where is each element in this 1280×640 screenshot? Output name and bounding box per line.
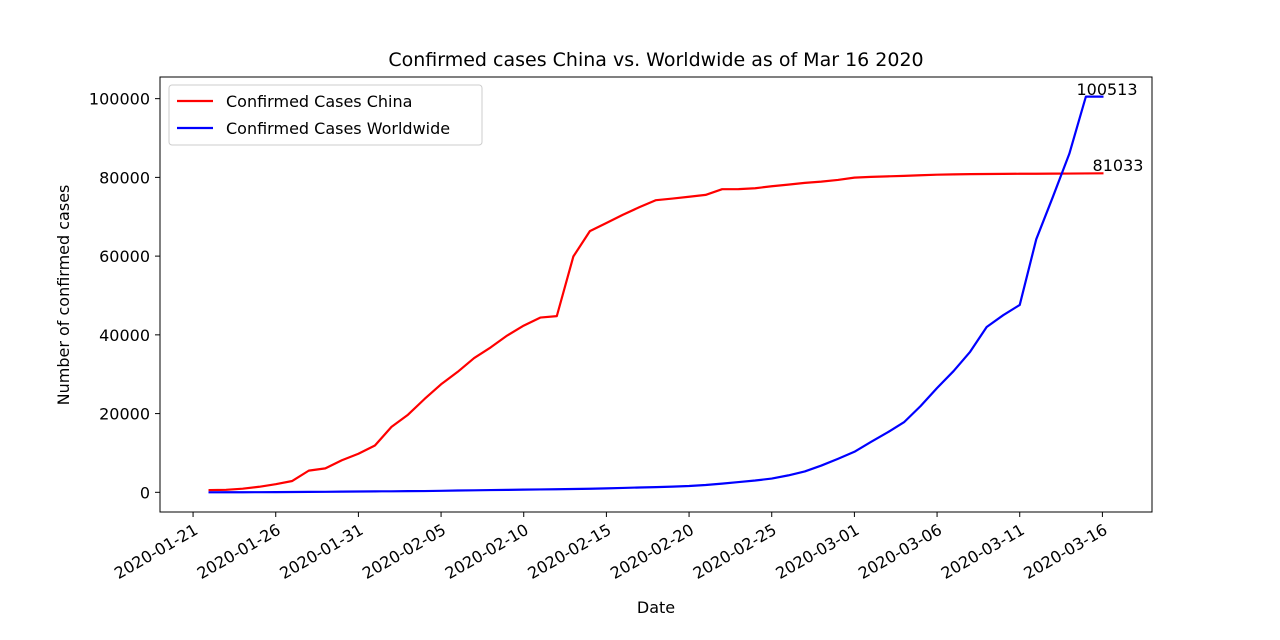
series-line-worldwide	[208, 95, 1104, 494]
y-tick-label: 0	[140, 483, 150, 502]
annotation-china-max: 81033	[1093, 156, 1144, 175]
y-tick-label: 80000	[99, 168, 150, 187]
y-tick-label: 100000	[89, 90, 150, 109]
y-axis-label: Number of confirmed cases	[54, 185, 73, 406]
legend-label-worldwide: Confirmed Cases Worldwide	[226, 119, 450, 138]
y-tick-label: 40000	[99, 326, 150, 345]
y-axis: 0 20000 40000 60000 80000 100000	[89, 90, 160, 502]
series-line-china	[208, 172, 1104, 492]
series-lines	[208, 95, 1104, 494]
legend: Confirmed Cases China Confirmed Cases Wo…	[168, 84, 483, 146]
y-tick-label: 20000	[99, 405, 150, 424]
legend-box	[168, 84, 483, 146]
annotation-worldwide-max: 100513	[1076, 80, 1137, 99]
y-tick-label: 60000	[99, 247, 150, 266]
plot-area	[159, 76, 1153, 513]
legend-label-china: Confirmed Cases China	[226, 92, 412, 111]
x-axis-label: Date	[637, 598, 675, 617]
chart-title: Confirmed cases China vs. Worldwide as o…	[388, 49, 923, 71]
